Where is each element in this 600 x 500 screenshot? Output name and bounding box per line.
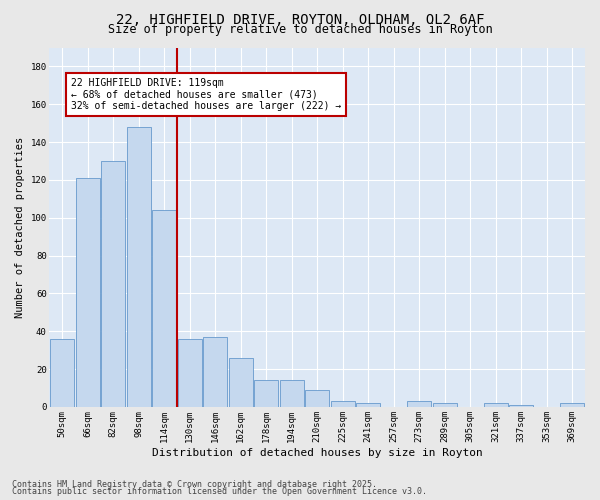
Text: Contains public sector information licensed under the Open Government Licence v3: Contains public sector information licen… — [12, 487, 427, 496]
Text: Contains HM Land Registry data © Crown copyright and database right 2025.: Contains HM Land Registry data © Crown c… — [12, 480, 377, 489]
Bar — [50, 339, 74, 407]
X-axis label: Distribution of detached houses by size in Royton: Distribution of detached houses by size … — [152, 448, 482, 458]
Bar — [484, 403, 508, 407]
Bar — [509, 405, 533, 407]
Bar — [76, 178, 100, 407]
Bar — [178, 339, 202, 407]
Text: 22, HIGHFIELD DRIVE, ROYTON, OLDHAM, OL2 6AF: 22, HIGHFIELD DRIVE, ROYTON, OLDHAM, OL2… — [116, 12, 484, 26]
Bar — [101, 161, 125, 407]
Bar — [254, 380, 278, 407]
Text: 22 HIGHFIELD DRIVE: 119sqm
← 68% of detached houses are smaller (473)
32% of sem: 22 HIGHFIELD DRIVE: 119sqm ← 68% of deta… — [71, 78, 341, 111]
Bar — [127, 127, 151, 407]
Bar — [152, 210, 176, 407]
Bar — [560, 403, 584, 407]
Bar — [280, 380, 304, 407]
Bar — [305, 390, 329, 407]
Bar — [433, 403, 457, 407]
Bar — [229, 358, 253, 407]
Bar — [203, 337, 227, 407]
Bar — [356, 403, 380, 407]
Text: Size of property relative to detached houses in Royton: Size of property relative to detached ho… — [107, 22, 493, 36]
Y-axis label: Number of detached properties: Number of detached properties — [15, 136, 25, 318]
Bar — [331, 401, 355, 407]
Bar — [407, 401, 431, 407]
Title: 22, HIGHFIELD DRIVE, ROYTON, OLDHAM, OL2 6AF
Size of property relative to detach: 22, HIGHFIELD DRIVE, ROYTON, OLDHAM, OL2… — [0, 499, 1, 500]
